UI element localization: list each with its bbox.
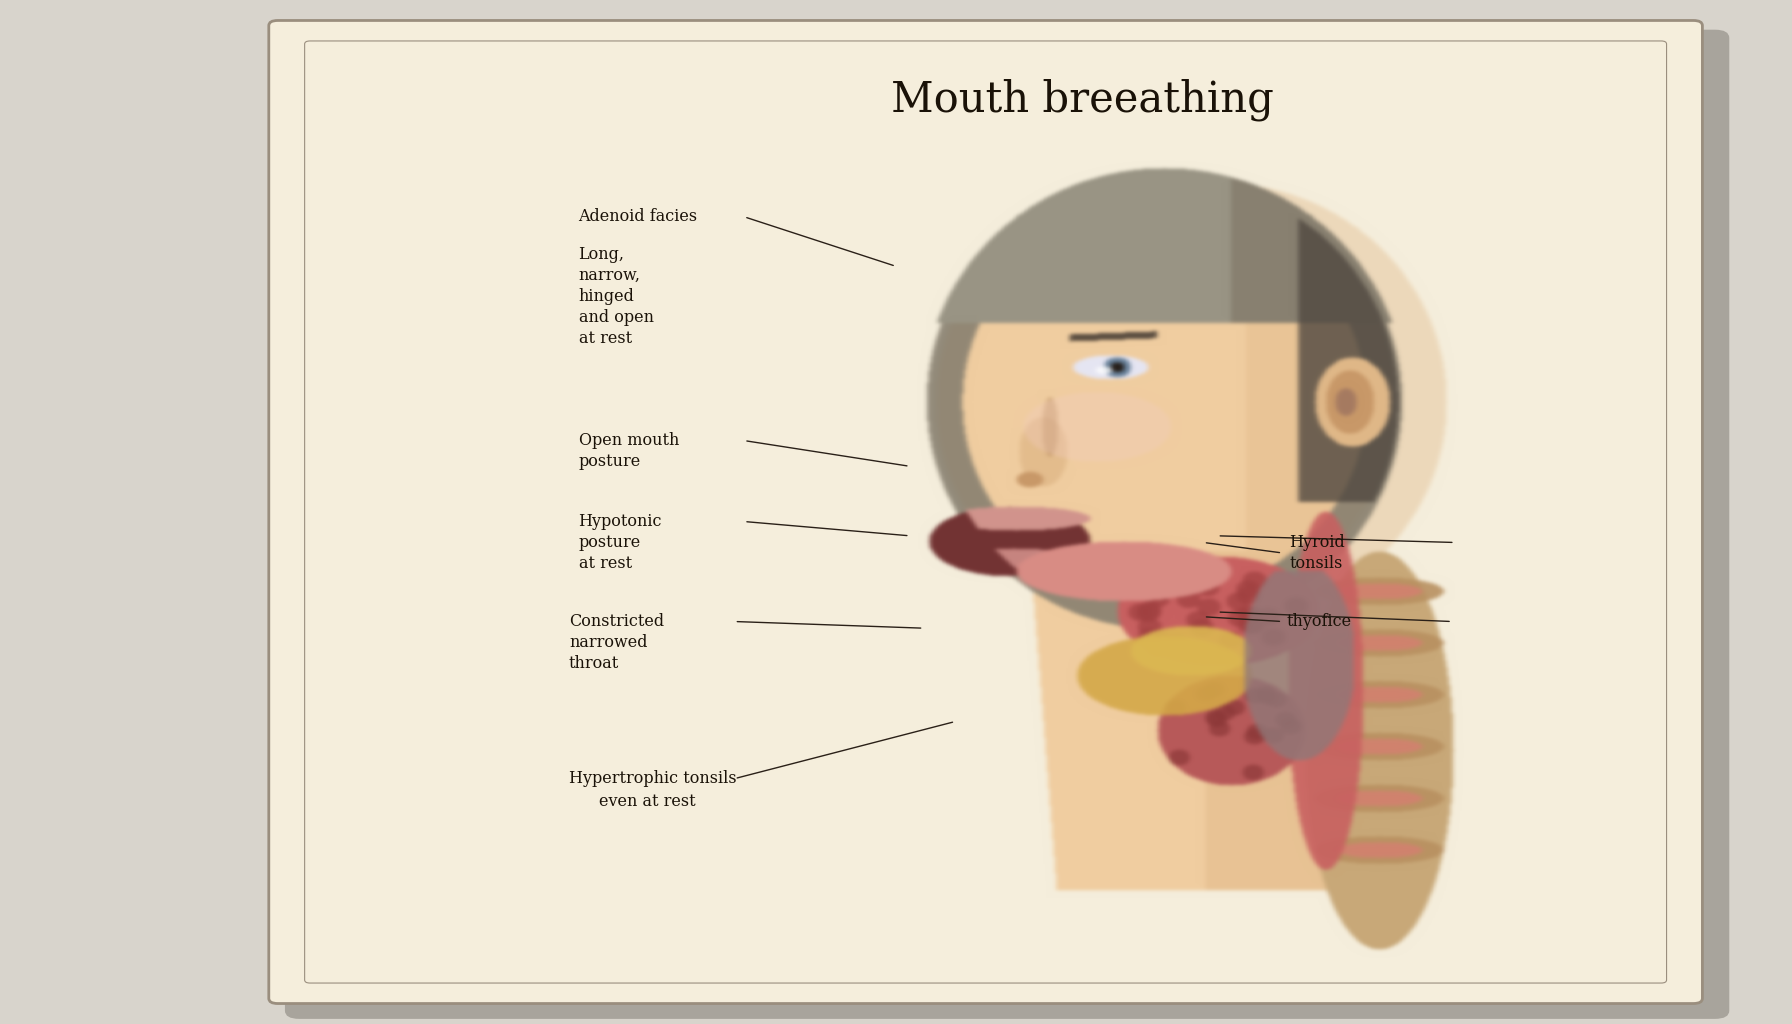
Text: Hypotonic: Hypotonic bbox=[579, 513, 661, 530]
Text: Hypertrophic tonsils: Hypertrophic tonsils bbox=[568, 770, 737, 787]
Text: at rest: at rest bbox=[579, 330, 631, 347]
Text: Mouth breeathing: Mouth breeathing bbox=[891, 79, 1274, 121]
Text: narrow,: narrow, bbox=[579, 267, 640, 285]
Text: Hyroid: Hyroid bbox=[1288, 534, 1346, 551]
Text: tonsils: tonsils bbox=[1288, 555, 1342, 572]
Text: and open: and open bbox=[579, 309, 654, 327]
Text: narrowed: narrowed bbox=[568, 634, 647, 651]
FancyBboxPatch shape bbox=[285, 30, 1729, 1019]
Text: posture: posture bbox=[579, 453, 642, 470]
FancyBboxPatch shape bbox=[269, 20, 1702, 1004]
Text: Adenoid facies: Adenoid facies bbox=[579, 208, 697, 225]
Text: Constricted: Constricted bbox=[568, 613, 665, 630]
Text: thyofice: thyofice bbox=[1287, 613, 1351, 630]
Text: throat: throat bbox=[568, 655, 620, 672]
Text: Open mouth: Open mouth bbox=[579, 432, 679, 450]
Text: Long,: Long, bbox=[579, 247, 625, 263]
Text: even at rest: even at rest bbox=[599, 793, 695, 810]
Text: at rest: at rest bbox=[579, 555, 631, 572]
Text: posture: posture bbox=[579, 534, 642, 551]
Text: hinged: hinged bbox=[579, 289, 634, 305]
